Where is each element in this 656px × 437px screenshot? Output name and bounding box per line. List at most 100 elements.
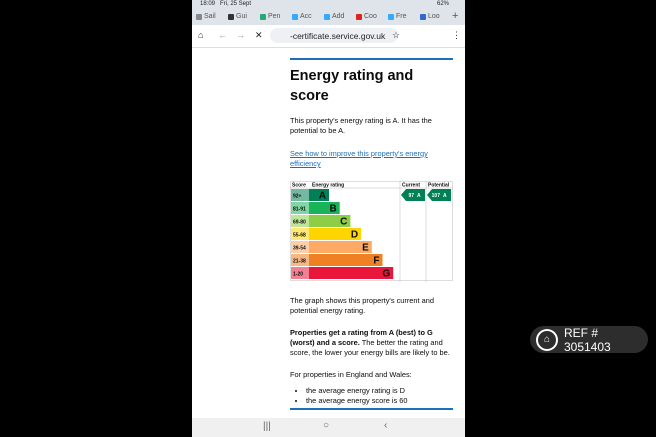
band-bar [309, 228, 362, 240]
tab[interactable]: Loo [420, 13, 440, 20]
stop-button[interactable]: ✕ [255, 30, 263, 40]
tab-icon [292, 13, 298, 20]
potential-arrow [427, 189, 451, 201]
rating-bold: Properties get a rating from A (best) to… [290, 328, 433, 347]
score-cell [291, 202, 309, 214]
tab-title: Acc [300, 13, 312, 20]
divider [290, 408, 453, 410]
divider [290, 58, 453, 60]
tab-title: Add [332, 13, 345, 20]
tab-bar: + Sail Gui Pen Acc Add Coo Fre Loo [192, 10, 465, 25]
intro: This property's energy rating is A. It h… [290, 116, 432, 135]
improve-link[interactable]: See how to improve this property's energ… [290, 149, 428, 168]
tab[interactable]: Gui [228, 13, 247, 20]
band-letter: F [373, 256, 379, 267]
tab-title: Loo [428, 13, 440, 20]
band-score: 69-80 [293, 220, 306, 226]
band-bar [309, 241, 372, 253]
band-bar [309, 202, 340, 214]
tab-title: Fre [396, 13, 407, 20]
band-letter: C [340, 217, 347, 228]
band-letter: G [382, 269, 390, 280]
score-cell [291, 189, 309, 201]
tab-icon [196, 13, 202, 20]
url-bar: ⌂ ← → ✕ -certificate.service.gov.uk ☆ ⋮ [192, 25, 465, 48]
band-bar [309, 267, 394, 279]
tab-icon [356, 13, 362, 20]
band-letter: D [351, 230, 358, 241]
graph-header: Current [402, 183, 420, 189]
graph-note: The graph shows this property's current … [290, 296, 434, 315]
tab-title: Gui [236, 13, 247, 20]
rating-paragraph: Properties get a rating from A (best) to… [290, 328, 453, 358]
tab[interactable]: Acc [292, 13, 312, 20]
nav-bar: ||| ○ ‹ [192, 418, 465, 437]
tab-icon [228, 13, 234, 20]
potential-letter: A [443, 193, 447, 199]
bookmark-button[interactable]: ☆ [392, 30, 401, 40]
graph-header: Energy rating [312, 183, 344, 189]
band-bar [309, 215, 351, 227]
bullet: the average energy score is 60 [306, 396, 453, 406]
score-cell [291, 228, 309, 240]
band-letter: E [362, 243, 369, 254]
status-bar: 18:09 Fri, 25 Sept 62% [192, 0, 465, 10]
band-letter: B [329, 204, 336, 215]
tab-title: Sail [204, 13, 216, 20]
band-score: 81-91 [293, 207, 306, 213]
tab[interactable]: Pen [260, 13, 280, 20]
tab-icon [388, 13, 394, 20]
current-value: 97 [408, 193, 414, 199]
tab-icon [324, 13, 330, 20]
forward-button[interactable]: → [236, 30, 245, 40]
watermark-text: REF # 3051403 [563, 325, 611, 354]
address-field[interactable]: -certificate.service.gov.uk [270, 28, 398, 43]
energy-graph: Score Energy rating Current Potential 92+ A 81… [290, 181, 453, 282]
score-cell [291, 254, 309, 266]
band-letter: A [319, 191, 326, 202]
watermark-icon: ⌂ [536, 328, 558, 351]
tab-icon [260, 13, 266, 20]
potential-value: 107 [432, 193, 441, 199]
band-bar [309, 254, 383, 266]
page-content: Energy rating and score This property's … [290, 66, 453, 406]
new-tab[interactable]: + [452, 10, 459, 22]
recents-button[interactable]: ||| [263, 421, 271, 432]
bullet: the average energy rating is D [306, 386, 453, 396]
current-letter: A [417, 193, 421, 199]
band-score: 39-54 [293, 246, 306, 252]
band-score: 21-38 [293, 259, 306, 265]
tab-title: Coo [364, 13, 377, 20]
menu-button[interactable]: ⋮ [452, 30, 461, 40]
heading: Energy rating and score [290, 68, 414, 104]
home-button[interactable]: ⌂ [198, 30, 204, 40]
rating-rest: The better the rating and score, the low… [290, 338, 450, 357]
graph-header: Score [292, 183, 306, 189]
battery: 62% [437, 1, 450, 7]
tab[interactable]: Coo [356, 13, 377, 20]
band-score: 1-20 [293, 272, 303, 278]
home-nav-button[interactable]: ○ [323, 420, 330, 431]
tab[interactable]: Fre [388, 13, 407, 20]
tab-icon [420, 13, 426, 20]
back-button[interactable]: ← [218, 30, 227, 40]
back-nav-button[interactable]: ‹ [384, 420, 388, 431]
band-score: 92+ [293, 194, 302, 200]
date: Fri, 25 Sept [220, 1, 252, 7]
tab-title: Pen [268, 13, 281, 20]
averages-list: the average energy rating is D the avera… [290, 386, 453, 406]
score-cell [291, 241, 309, 253]
current-arrow [401, 189, 425, 201]
time: 18:09 [200, 1, 216, 7]
graph-header: Potential [428, 183, 450, 189]
graph-frame [290, 181, 453, 281]
url[interactable]: -certificate.service.gov.uk [290, 31, 386, 41]
tab[interactable]: Sail [196, 13, 216, 20]
score-cell [291, 215, 309, 227]
band-bar [309, 189, 329, 201]
tab[interactable]: Add [324, 13, 344, 20]
band-score: 55-68 [293, 233, 306, 239]
watermark: ⌂ REF # 3051403 [530, 325, 648, 354]
region: For properties in England and Wales: [290, 370, 412, 379]
